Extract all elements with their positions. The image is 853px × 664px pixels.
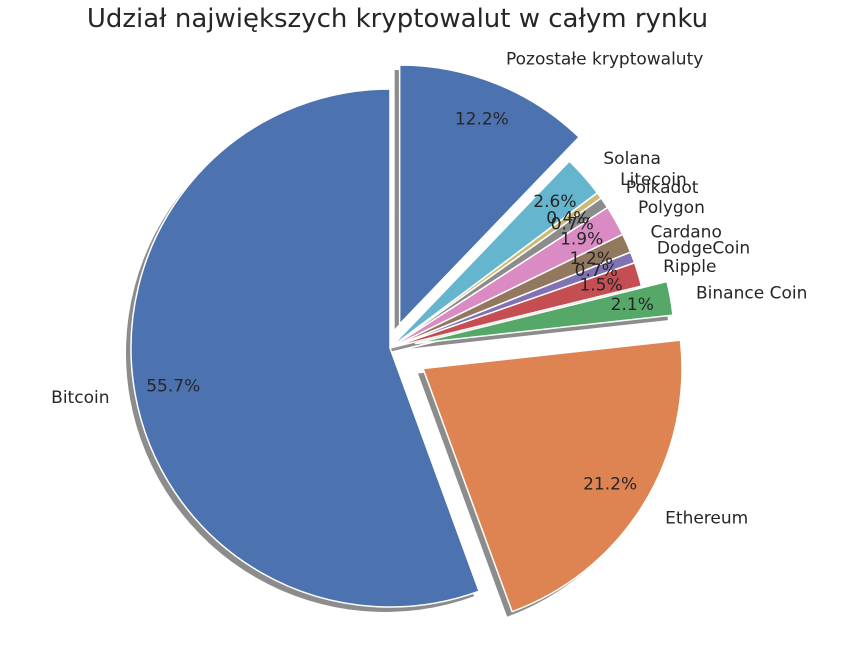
pie-slice-ethereum (422, 339, 683, 613)
category-label-solana: Solana (603, 149, 661, 169)
percent-label-litecoin: 0.4% (546, 208, 589, 228)
category-label-ethereum: Ethereum (665, 509, 748, 529)
slice-layer (130, 64, 683, 613)
pie-slice-pozostale-kryptowaluty (398, 64, 580, 325)
percent-label-polkadot: 0.7% (551, 214, 594, 234)
category-label-binance-coin: Binance Coin (696, 284, 807, 304)
chart-title: Udział największych kryptowalut w całym … (86, 4, 709, 34)
pie-slice-bitcoin (130, 88, 480, 608)
percent-label-bitcoin: 55.7% (146, 376, 200, 396)
percent-label-solana: 2.6% (533, 192, 576, 212)
category-label-ripple: Ripple (663, 257, 716, 277)
percent-label-layer: 55.7%21.2%2.1%1.5%0.7%1.2%1.9%0.7%0.4%2.… (146, 110, 654, 495)
category-label-cardano: Cardano (650, 223, 721, 243)
pie-slice-binance-coin (414, 280, 674, 345)
category-label-dodgecoin: DodgeCoin (657, 238, 750, 258)
percent-label-dodgecoin: 0.7% (575, 261, 618, 281)
percent-label-ripple: 1.5% (579, 275, 622, 295)
percent-label-polygon: 1.9% (560, 230, 603, 250)
category-label-layer: Bitcoin Ethereum Binance Coin RippleDodgeCo… (51, 50, 807, 529)
category-label-pozostale-kryptowaluty: Pozostałe kryptowaluty (506, 50, 703, 70)
percent-label-pozostale-kryptowaluty: 12.2% (455, 110, 509, 130)
pie-slice-solana (389, 160, 599, 349)
category-label-bitcoin: Bitcoin (51, 388, 109, 408)
category-label-polkadot: Polkadot (626, 178, 699, 198)
category-label-litecoin: Litecoin (620, 170, 687, 190)
percent-label-ethereum: 21.2% (583, 474, 637, 494)
percent-label-binance-coin: 2.1% (611, 295, 654, 315)
category-label-polygon: Polygon (638, 198, 705, 218)
percent-label-cardano: 1.2% (570, 249, 613, 269)
